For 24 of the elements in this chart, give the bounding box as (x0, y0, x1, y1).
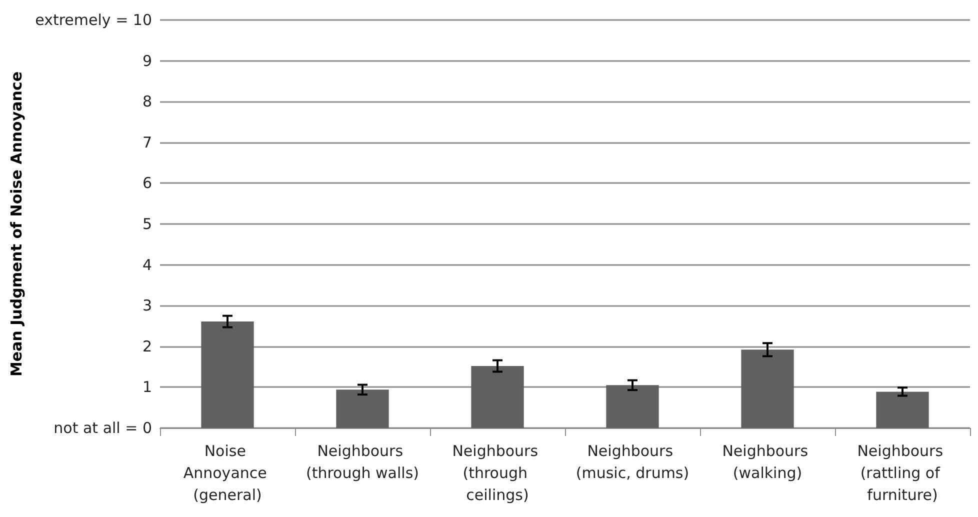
y-tick-label: 2 (142, 337, 152, 356)
y-axis-title: Mean Judgment of Noise Annoyance (8, 71, 26, 377)
y-tick-label: extremely = 10 (35, 11, 152, 29)
y-tick-label: 8 (142, 92, 152, 111)
y-tick-label: 7 (142, 133, 152, 152)
bar (606, 385, 659, 428)
y-tick-label: not at all = 0 (54, 419, 152, 437)
y-tick-label: 4 (142, 256, 152, 274)
x-tick-label: Neighbours (through walls) (306, 442, 420, 482)
x-tick-label: Neighbours (rattling of furniture) (857, 442, 948, 504)
y-tick-label: 1 (142, 378, 152, 396)
bar (336, 390, 389, 428)
x-tick-label: Neighbours (through ceilings) (452, 442, 543, 504)
y-tick-label: 6 (142, 174, 152, 192)
bar (741, 350, 794, 428)
y-tick-label: 3 (142, 296, 152, 315)
bar (201, 322, 254, 428)
x-tick-label: Neighbours (music, drums) (576, 442, 690, 482)
x-tick-label: Neighbours (walking) (722, 442, 813, 482)
y-tick-label: 9 (142, 52, 152, 70)
bar (876, 392, 929, 428)
bar (471, 366, 524, 428)
x-tick-label: Noise Annoyance (general) (183, 442, 272, 504)
y-tick-label: 5 (142, 215, 152, 233)
